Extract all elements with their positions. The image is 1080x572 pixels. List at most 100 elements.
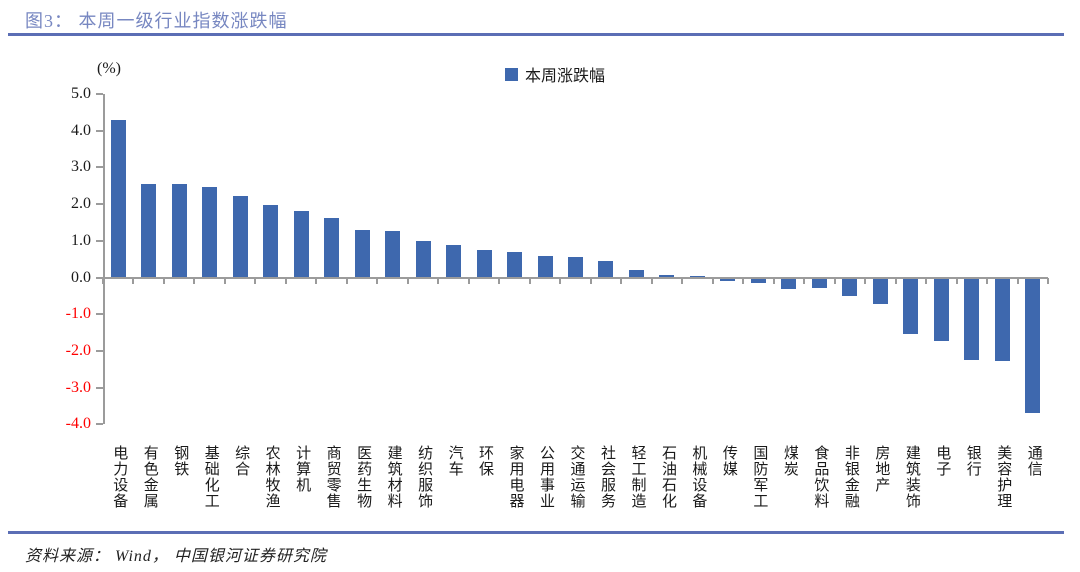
y-axis-tick bbox=[96, 129, 103, 132]
data-source-note: 资料来源： Wind， 中国银河证券研究院 bbox=[25, 548, 327, 565]
y-axis-tick-label: 5.0 bbox=[71, 85, 91, 102]
x-axis-label: 汽车 bbox=[446, 445, 463, 477]
x-axis-tick bbox=[193, 277, 196, 284]
x-axis-tick bbox=[772, 277, 775, 284]
bar-石油石化 bbox=[659, 275, 675, 278]
bar-传媒 bbox=[720, 278, 736, 282]
x-axis-label: 建筑装饰 bbox=[903, 445, 920, 509]
x-axis-label: 家用电器 bbox=[507, 445, 524, 509]
x-axis-tick bbox=[254, 277, 257, 284]
x-axis-tick bbox=[864, 277, 867, 284]
x-axis-label: 医药生物 bbox=[355, 445, 372, 509]
y-axis-tick-label: -1.0 bbox=[65, 305, 91, 323]
bar-基础化工 bbox=[202, 186, 218, 278]
y-axis-tick bbox=[96, 349, 103, 352]
y-axis-tick bbox=[96, 166, 103, 169]
x-axis-label: 食品饮料 bbox=[812, 445, 829, 509]
bar-医药生物 bbox=[354, 229, 370, 278]
x-axis-label: 银行 bbox=[964, 445, 981, 477]
x-axis-tick bbox=[650, 277, 653, 284]
bar-商贸零售 bbox=[324, 218, 340, 278]
x-axis-label: 公用事业 bbox=[538, 445, 555, 509]
x-axis-tick bbox=[223, 277, 226, 284]
bar-国防军工 bbox=[750, 278, 766, 283]
x-axis-tick bbox=[102, 277, 104, 284]
bar-社会服务 bbox=[598, 261, 614, 278]
x-axis-tick bbox=[132, 277, 135, 284]
x-axis-label: 房地产 bbox=[873, 445, 890, 493]
y-axis-tick bbox=[96, 276, 103, 279]
x-axis-tick bbox=[711, 277, 714, 284]
x-axis-label: 交通运输 bbox=[568, 445, 585, 509]
x-axis-label: 传媒 bbox=[720, 445, 737, 477]
bar-农林牧渔 bbox=[263, 205, 279, 278]
x-axis-tick bbox=[284, 277, 287, 284]
x-axis-tick bbox=[559, 277, 562, 284]
bar-公用事业 bbox=[537, 255, 553, 278]
x-axis-label: 社会服务 bbox=[598, 445, 615, 509]
legend-series-label: 本周涨跌幅 bbox=[525, 68, 606, 85]
x-axis-label: 钢铁 bbox=[172, 445, 189, 477]
y-axis-unit-label: (%) bbox=[97, 60, 121, 77]
x-axis-label: 基础化工 bbox=[202, 445, 219, 509]
x-axis-label: 建筑材料 bbox=[385, 445, 402, 509]
bar-计算机 bbox=[293, 211, 309, 278]
y-axis-tick-label: -3.0 bbox=[65, 378, 91, 396]
bar-综合 bbox=[232, 195, 248, 278]
y-axis-tick bbox=[96, 203, 103, 206]
x-axis-label: 环保 bbox=[477, 445, 494, 477]
x-axis-label: 煤炭 bbox=[781, 445, 798, 477]
bar-非银金融 bbox=[842, 278, 858, 297]
x-axis-tick bbox=[376, 277, 379, 284]
bottom-divider-rule bbox=[8, 531, 1064, 534]
x-axis-label: 综合 bbox=[233, 445, 250, 477]
x-axis-label: 电力设备 bbox=[111, 445, 128, 509]
x-axis-tick bbox=[162, 277, 165, 284]
x-axis-line bbox=[103, 276, 1048, 279]
figure-title: 图3： 本周一级行业指数涨跌幅 bbox=[25, 11, 288, 31]
x-axis-label: 纺织服饰 bbox=[416, 445, 433, 509]
x-axis-label: 通信 bbox=[1025, 445, 1042, 477]
y-axis-tick-label: -4.0 bbox=[65, 415, 91, 433]
bar-纺织服饰 bbox=[415, 240, 431, 278]
x-axis-tick bbox=[498, 277, 501, 284]
x-axis-tick bbox=[528, 277, 531, 284]
y-axis-tick-label: 0.0 bbox=[71, 268, 91, 286]
bar-交通运输 bbox=[568, 256, 583, 278]
x-axis-label: 计算机 bbox=[294, 445, 311, 493]
x-axis-tick bbox=[803, 277, 806, 284]
x-axis-label: 电子 bbox=[934, 445, 951, 477]
x-axis-tick bbox=[955, 277, 958, 284]
bar-汽车 bbox=[446, 244, 462, 278]
y-axis-tick bbox=[96, 93, 103, 95]
bar-家用电器 bbox=[507, 251, 523, 278]
y-axis-tick bbox=[96, 239, 103, 242]
y-axis-tick bbox=[96, 313, 103, 316]
x-axis-tick bbox=[1047, 277, 1049, 284]
y-axis-tick-label: 4.0 bbox=[71, 121, 91, 139]
x-axis-label: 轻工制造 bbox=[629, 445, 646, 509]
x-axis-label: 美容护理 bbox=[995, 445, 1012, 509]
bar-电力设备 bbox=[110, 120, 126, 278]
x-axis-tick bbox=[620, 277, 623, 284]
x-axis-tick bbox=[589, 277, 592, 284]
bar-美容护理 bbox=[994, 278, 1010, 362]
x-axis-label: 非银金融 bbox=[842, 445, 859, 509]
x-axis-tick bbox=[437, 277, 440, 284]
x-axis-tick bbox=[467, 277, 470, 284]
bar-建筑材料 bbox=[385, 230, 401, 278]
legend-swatch-icon bbox=[505, 67, 518, 81]
x-axis-label: 石油石化 bbox=[659, 445, 676, 509]
x-axis-label: 商贸零售 bbox=[324, 445, 341, 509]
x-axis-label: 国防军工 bbox=[751, 445, 768, 509]
y-axis-tick-label: 2.0 bbox=[71, 195, 91, 213]
bar-银行 bbox=[964, 278, 980, 360]
bar-机械设备 bbox=[689, 276, 705, 278]
bar-电子 bbox=[933, 278, 949, 341]
x-axis-label: 有色金属 bbox=[141, 445, 158, 509]
x-axis-label: 农林牧渔 bbox=[263, 445, 280, 509]
x-axis-tick bbox=[742, 277, 745, 284]
x-axis-label: 机械设备 bbox=[690, 445, 707, 509]
x-axis-tick bbox=[833, 277, 836, 284]
